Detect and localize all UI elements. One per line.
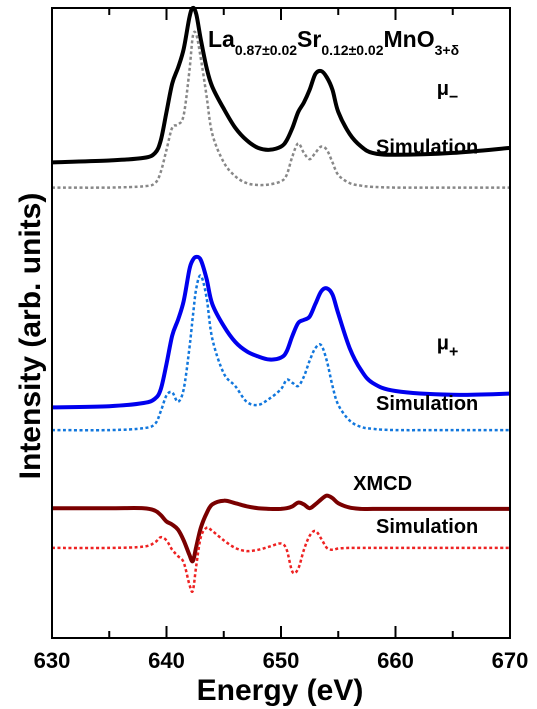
chart-title: La0.87±0.02Sr0.12±0.02MnO3+δ [208, 26, 459, 58]
series-line-3 [51, 254, 511, 410]
annotation-sim-1: Simulation [376, 137, 478, 159]
x-tick-label: 630 [34, 648, 71, 673]
series-line-5 [52, 493, 510, 564]
y-axis-title: Intensity (arb. units) [14, 193, 47, 480]
x-axis-title: Energy (eV) [197, 674, 364, 707]
x-axis-ticks: 630 640 650 660 670 [34, 8, 529, 673]
x-tick-label: 660 [377, 648, 414, 673]
x-tick-label: 670 [492, 648, 529, 673]
x-tick-label: 640 [148, 648, 185, 673]
annotation-layer: μ− Simulation μ+ Simulation XMCD Simulation [353, 78, 478, 538]
annotation-mu-plus: μ+ [437, 332, 459, 360]
annotation-sim-2: Simulation [376, 393, 478, 415]
annotation-xmcd: XMCD [353, 473, 412, 495]
x-tick-label: 650 [263, 648, 300, 673]
series-line-6 [51, 526, 510, 594]
series-line-2 [51, 30, 510, 189]
series-line-1 [51, 5, 511, 165]
annotation-mu-minus: μ− [437, 78, 459, 106]
annotation-sim-3: Simulation [376, 516, 478, 538]
series-layer [51, 5, 511, 594]
